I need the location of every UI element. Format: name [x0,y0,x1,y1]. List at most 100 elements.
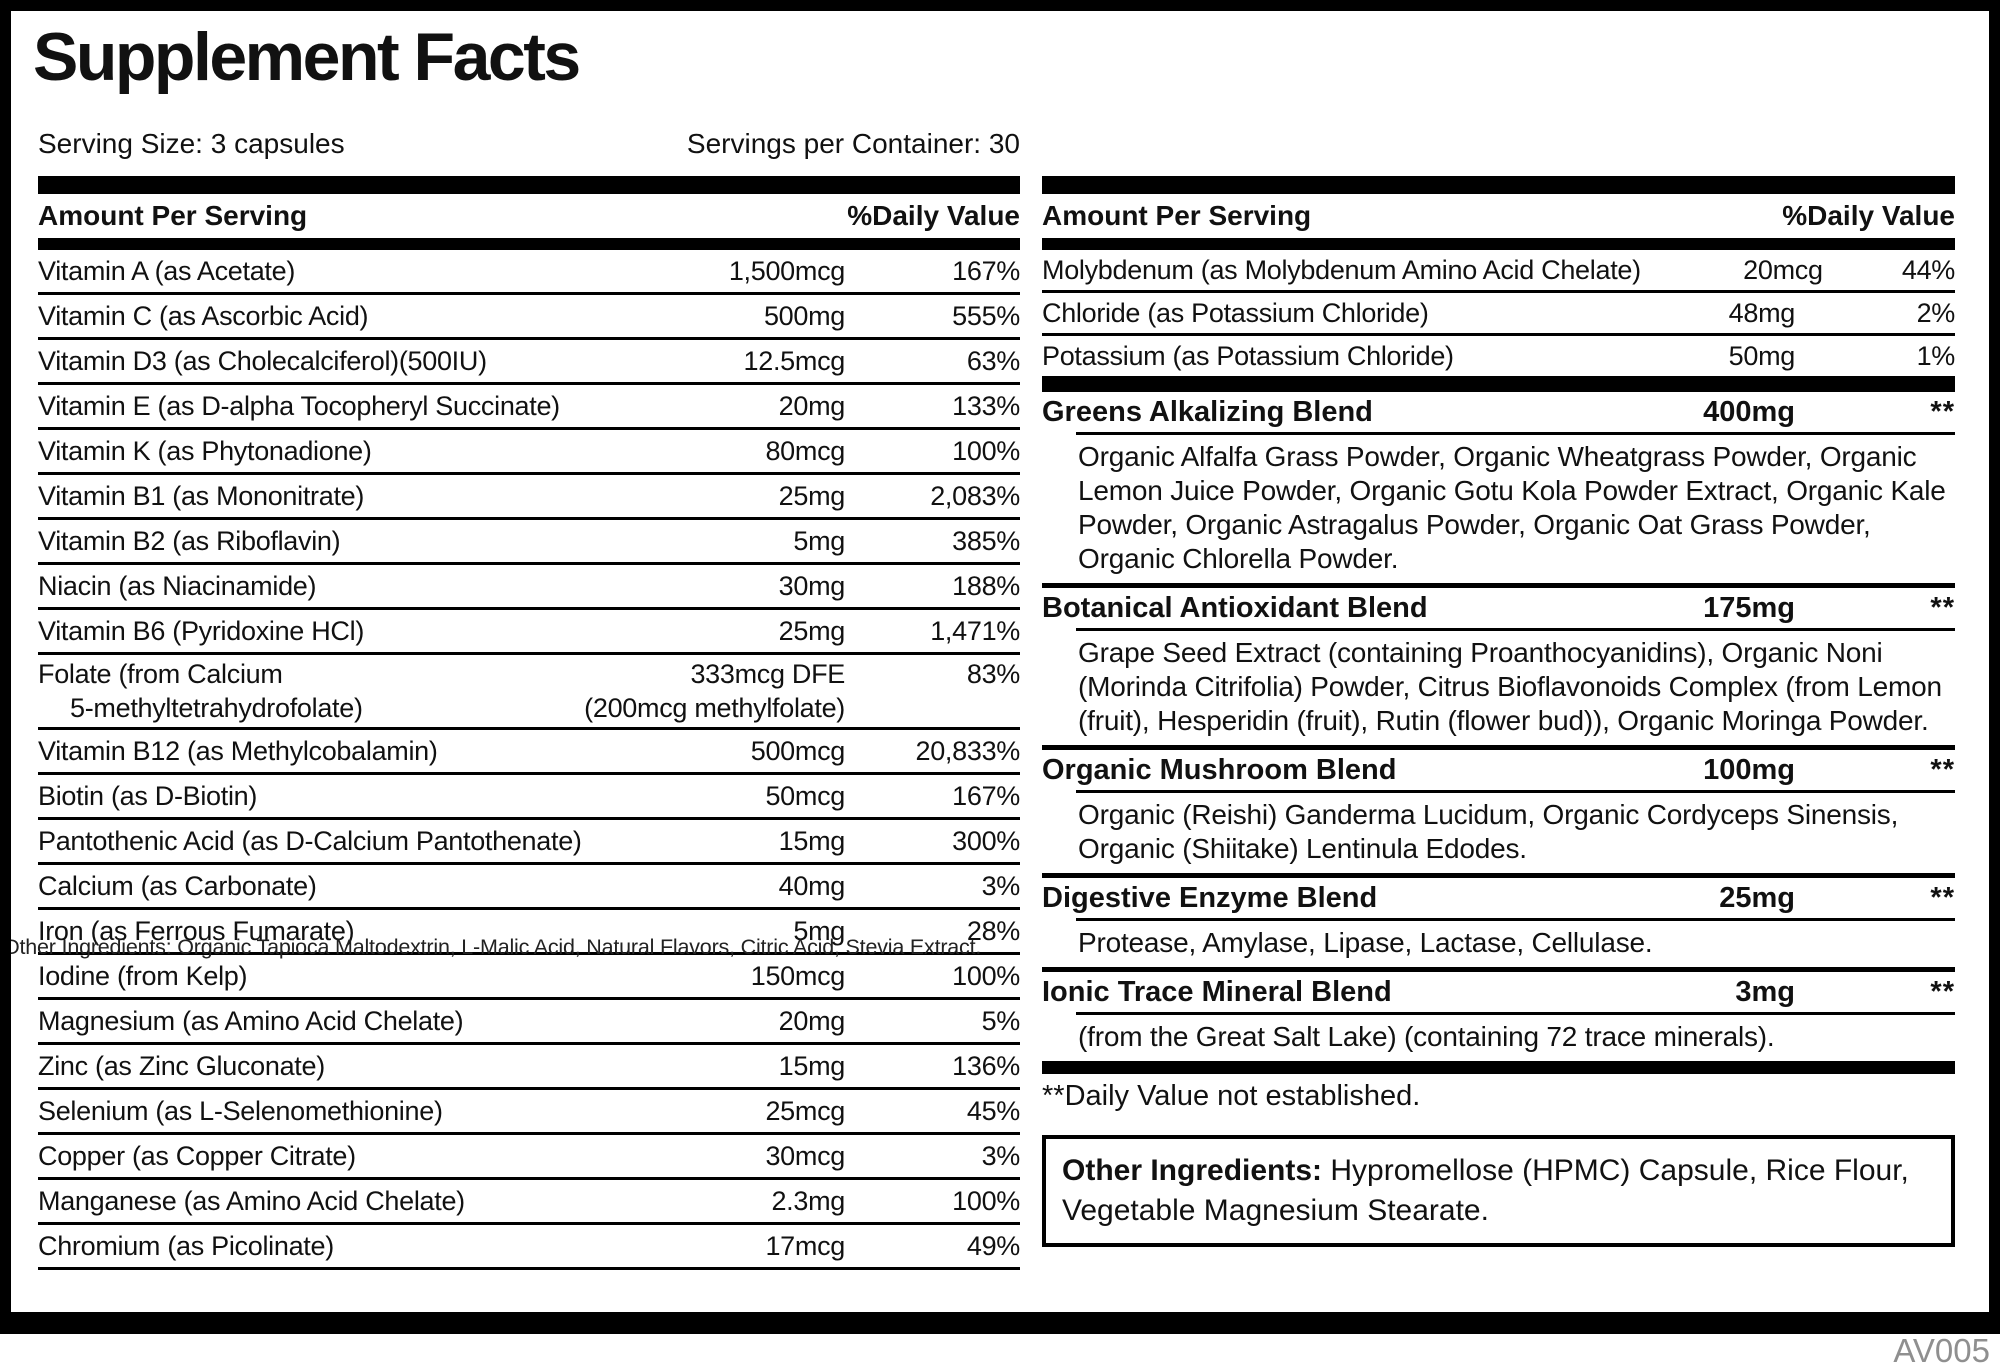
blend-section: Digestive Enzyme Blend 25mg ** Protease, Am… [1042,878,1955,967]
nutrient-amount: 20mcg [1743,254,1823,285]
nutrient-daily-value: 83% [966,658,1020,689]
left-rows-container: Vitamin A (as Acetate) 1,500mcg 167% Vitami… [38,250,1020,1270]
left-table-column-header: Amount Per Serving %Daily Value [38,194,1020,238]
blend-separator [1042,583,1955,588]
nutrient-amount: 40mg [778,870,846,901]
nutrient-name: Chloride (as Potassium Chloride) [1042,297,1429,328]
nutrient-name-continued: 5-methyltetrahydrofolate) [70,692,363,723]
table-row: Iodine (from Kelp) 150mcg 100% [38,955,1020,1000]
label-code: AV005 [1893,1332,1990,1368]
left-table-header-bar [38,238,1020,250]
nutrient-name: Zinc (as Zinc Gluconate) [38,1050,325,1081]
nutrient-amount: 150mcg [750,960,846,991]
nutrient-daily-value: 28% [966,915,1020,946]
nutrient-amount: 20mg [778,390,846,421]
nutrient-amount: 17mcg [765,1230,845,1261]
nutrient-name: Niacin (as Niacinamide) [38,570,317,601]
minerals-blends-divider-bar [1042,379,1955,392]
nutrient-name: Biotin (as D-Biotin) [38,780,258,811]
blends-container: Greens Alkalizing Blend 400mg ** Organic Al… [1042,392,1955,1061]
table-row: Iron (as Ferrous Fumarate) 5mg 28% [38,910,1020,955]
blend-name: Digestive Enzyme Blend [1042,881,1378,914]
nutrient-amount: 25mcg [765,1095,845,1126]
blend-section: Organic Mushroom Blend 100mg ** Organic (Re… [1042,750,1955,873]
nutrient-daily-value: 44% [1901,254,1955,285]
table-row: Molybdenum (as Molybdenum Amino Acid Che… [1042,250,1955,293]
right-table-top-bar [1042,176,1955,194]
nutrient-name: Vitamin K (as Phytonadione) [38,435,372,466]
left-table-top-bar [38,176,1020,194]
blend-header: Ionic Trace Mineral Blend 3mg ** [1042,972,1955,1012]
left-header-amount: Amount Per Serving [38,200,308,231]
blend-separator [1042,873,1955,878]
blend-ingredients: (from the Great Salt Lake) (containing 7… [1078,1021,1775,1052]
folate-line-1: Folate (from Calcium 333mcg DFE 83% [38,657,1020,691]
nutrient-daily-value: 167% [952,255,1020,286]
nutrient-name: Molybdenum (as Molybdenum Amino Acid Che… [1042,254,1641,285]
blend-amount: 3mg [1735,975,1795,1008]
table-row: Manganese (as Amino Acid Chelate) 2.3mg 10… [38,1180,1020,1225]
label-title: Supplement Facts [33,19,581,95]
nutrient-amount: 333mcg DFE [690,658,845,689]
blend-daily-value: ** [1930,591,1955,624]
blend-daily-value: ** [1930,395,1955,428]
nutrient-name: Vitamin A (as Acetate) [38,255,296,286]
blend-amount: 400mg [1703,395,1795,428]
nutrient-name: Iodine (from Kelp) [38,960,248,991]
nutrient-amount: 5mg [793,525,845,556]
nutrient-name: Calcium (as Carbonate) [38,870,317,901]
blend-amount: 100mg [1703,753,1795,786]
table-row: Biotin (as D-Biotin) 50mcg 167% [38,775,1020,820]
serving-size: Serving Size: 3 capsules [38,128,345,159]
nutrient-amount: 50mg [1728,340,1796,371]
nutrient-amount: 15mg [778,1050,846,1081]
table-row: Vitamin C (as Ascorbic Acid) 500mg 555% [38,295,1020,340]
table-row: Vitamin K (as Phytonadione) 80mcg 100% [38,430,1020,475]
table-row-folate: Folate (from Calcium 333mcg DFE 83% 5-methy… [38,655,1020,730]
overlapping-other-ingredients-text: Other Ingredients: Organic Tapioca Malto… [3,935,982,959]
nutrient-name: Selenium (as L-Selenomethionine) [38,1095,443,1126]
blend-name: Organic Mushroom Blend [1042,753,1397,786]
right-facts-table: Amount Per Serving %Daily Value Molybden… [1042,176,1955,1247]
servings-per-container: Servings per Container: 30 [686,128,1020,159]
nutrient-name: Vitamin C (as Ascorbic Acid) [38,300,369,331]
blend-underline [1076,628,1955,631]
blend-header: Botanical Antioxidant Blend 175mg ** [1042,588,1955,628]
nutrient-amount: 15mg [778,825,846,856]
nutrient-daily-value: 5% [981,1005,1021,1036]
blend-underline [1076,1012,1955,1015]
right-header-amount: Amount Per Serving [1042,200,1312,231]
nutrient-daily-value: 45% [966,1095,1020,1126]
nutrient-name: Chromium (as Picolinate) [38,1230,334,1261]
table-row: Calcium (as Carbonate) 40mg 3% [38,865,1020,910]
table-row: Selenium (as L-Selenomethionine) 25mcg 45% [38,1090,1020,1135]
nutrient-name: Vitamin E (as D-alpha Tocopheryl Succina… [38,390,560,421]
nutrient-daily-value: 100% [952,960,1020,991]
nutrient-name: Pantothenic Acid (as D-Calcium Pantothen… [38,825,582,856]
nutrient-amount: 30mg [778,570,846,601]
nutrient-name: Vitamin B1 (as Mononitrate) [38,480,365,511]
table-row: Vitamin B1 (as Mononitrate) 25mg 2,083% [38,475,1020,520]
blend-section: Greens Alkalizing Blend 400mg ** Organic Al… [1042,392,1955,583]
nutrient-name: Vitamin B6 (Pyridoxine HCl) [38,615,365,646]
nutrient-amount: 500mg [763,300,845,331]
nutrient-daily-value: 49% [966,1230,1020,1261]
nutrient-name: Copper (as Copper Citrate) [38,1140,356,1171]
nutrient-daily-value: 3% [981,870,1021,901]
blend-underline [1076,790,1955,793]
nutrient-daily-value: 2% [1916,297,1956,328]
table-row: Magnesium (as Amino Acid Chelate) 20mg 5% [38,1000,1020,1045]
blend-amount: 25mg [1719,881,1795,914]
other-ingredients-box: Other Ingredients: Hypromellose (HPMC) C… [1042,1135,1955,1247]
nutrient-amount: 20mg [778,1005,846,1036]
nutrient-daily-value: 136% [952,1050,1020,1081]
blend-name: Ionic Trace Mineral Blend [1042,975,1392,1008]
blend-daily-value: ** [1930,881,1955,914]
nutrient-daily-value: 63% [966,345,1020,376]
nutrient-amount: 25mg [778,480,846,511]
nutrient-name: Manganese (as Amino Acid Chelate) [38,1185,465,1216]
nutrient-amount: 12.5mcg [743,345,846,376]
blend-ingredients: Grape Seed Extract (containing Proanthoc… [1078,637,1942,736]
blend-name: Botanical Antioxidant Blend [1042,591,1428,624]
